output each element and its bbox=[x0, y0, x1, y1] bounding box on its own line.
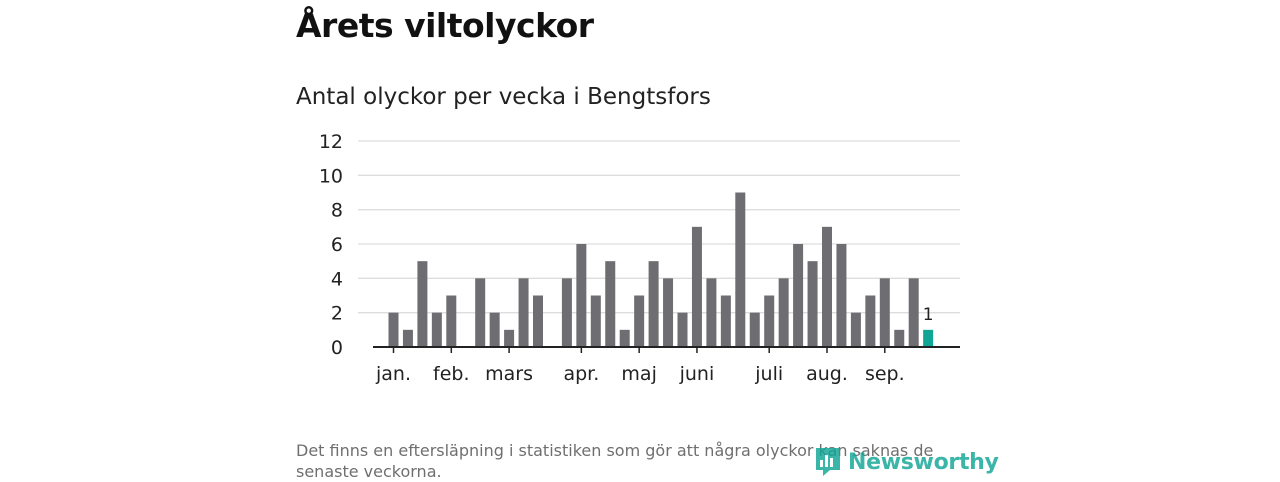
gridlines bbox=[358, 141, 960, 313]
bar-week bbox=[533, 296, 543, 348]
month-label: apr. bbox=[563, 363, 599, 385]
bar-week bbox=[663, 278, 673, 347]
bar-week bbox=[504, 330, 514, 347]
bar-week bbox=[721, 296, 731, 348]
bar-latest-week bbox=[923, 330, 933, 347]
month-label: juli bbox=[754, 363, 783, 385]
y-tick-label: 10 bbox=[319, 165, 343, 187]
bar-week bbox=[764, 296, 774, 348]
bar-week bbox=[634, 296, 644, 348]
bar-week bbox=[417, 261, 427, 347]
brand-name: Newsworthy bbox=[848, 450, 999, 475]
bar-week bbox=[865, 296, 875, 348]
bar-chart: 0 2 4 6 8 10 12 1 jan. feb. mars apr. maj juni juli a… bbox=[0, 0, 1280, 480]
month-label: sep. bbox=[865, 363, 905, 385]
month-label: jan. bbox=[375, 363, 411, 385]
bar-week bbox=[735, 193, 745, 348]
month-label: aug. bbox=[806, 363, 848, 385]
month-label: feb. bbox=[433, 363, 469, 385]
bar-week bbox=[576, 244, 586, 347]
bar-week bbox=[519, 278, 529, 347]
bar-week bbox=[389, 313, 399, 347]
bar-week bbox=[605, 261, 615, 347]
data-labels: 1 bbox=[923, 305, 934, 325]
month-label: juni bbox=[679, 363, 715, 385]
brand-logo: Newsworthy bbox=[814, 446, 999, 478]
bar-week bbox=[620, 330, 630, 347]
data-label-latest: 1 bbox=[923, 305, 934, 325]
bar-week bbox=[403, 330, 413, 347]
bars bbox=[389, 193, 934, 348]
bar-week bbox=[750, 313, 760, 347]
bar-week bbox=[909, 278, 919, 347]
y-axis-ticks: 0 2 4 6 8 10 12 bbox=[319, 131, 343, 359]
bar-week bbox=[678, 313, 688, 347]
y-tick-label: 4 bbox=[331, 268, 343, 290]
bar-week bbox=[475, 278, 485, 347]
y-tick-label: 2 bbox=[331, 303, 343, 325]
bar-week bbox=[432, 313, 442, 347]
bar-week bbox=[562, 278, 572, 347]
bar-week bbox=[808, 261, 818, 347]
bar-week bbox=[490, 313, 500, 347]
y-tick-label: 8 bbox=[331, 200, 343, 222]
bar-week bbox=[591, 296, 601, 348]
bar-week bbox=[649, 261, 659, 347]
newsworthy-logo-icon bbox=[814, 446, 842, 478]
bar-week bbox=[894, 330, 904, 347]
month-label: maj bbox=[621, 363, 656, 385]
bar-week bbox=[446, 296, 456, 348]
bar-week bbox=[851, 313, 861, 347]
bar-week bbox=[836, 244, 846, 347]
month-label: mars bbox=[485, 363, 533, 385]
bar-week bbox=[793, 244, 803, 347]
bar-week bbox=[692, 227, 702, 347]
x-axis-months: jan. feb. mars apr. maj juni juli aug. sep. bbox=[375, 347, 905, 385]
bar-week bbox=[706, 278, 716, 347]
y-tick-label: 6 bbox=[331, 234, 343, 256]
y-tick-label: 12 bbox=[319, 131, 343, 153]
y-tick-label: 0 bbox=[331, 337, 343, 359]
bar-week bbox=[779, 278, 789, 347]
bar-week bbox=[880, 278, 890, 347]
bar-week bbox=[822, 227, 832, 347]
